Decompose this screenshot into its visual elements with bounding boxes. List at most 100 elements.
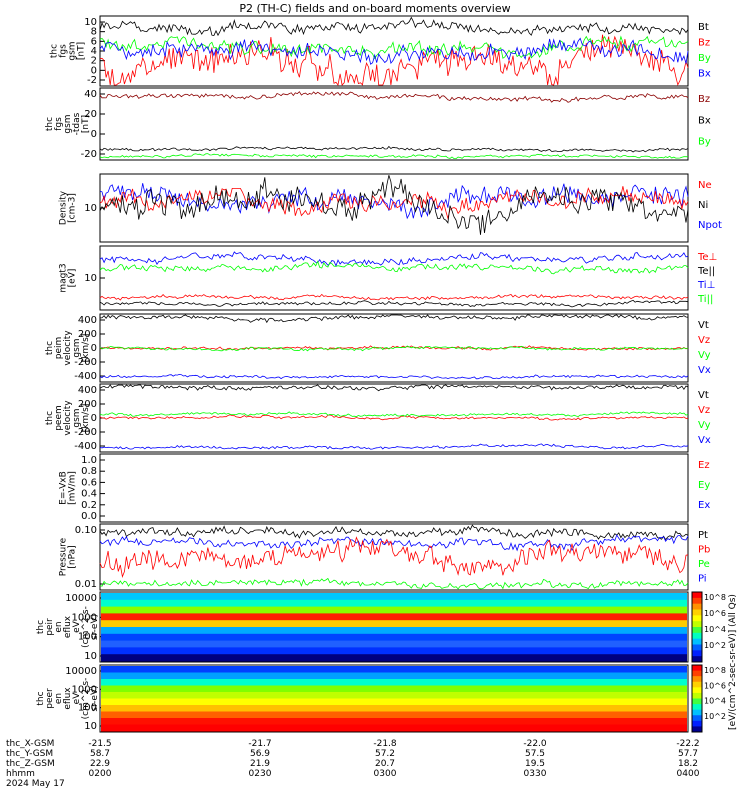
panel-frame-1 — [99, 87, 689, 161]
panel-1-ylabel-0: thc — [45, 117, 55, 131]
xaxis-row-3-value-2: 0300 — [374, 769, 397, 779]
panel-5-ylabel-4: [km/s] — [81, 404, 91, 433]
spectrogram-9-band-2 — [101, 679, 687, 686]
panel-0-ylabel-1: fgs — [59, 44, 69, 58]
panel-0-tick-2: 6 — [91, 36, 97, 47]
panel-1-tick-2: 0 — [91, 129, 97, 140]
panel-0-tick-6: -2 — [87, 75, 97, 86]
colorbar-lower-seg-0 — [692, 665, 702, 672]
xaxis-row-label-3: hhmm — [6, 769, 35, 779]
spectrogram-9-band-4 — [101, 692, 687, 699]
xaxis-row-1-value-2: 57.2 — [375, 749, 395, 759]
xaxis-row-1-value-0: 58.7 — [90, 749, 110, 759]
panel-4-tick-4: -400 — [74, 371, 97, 382]
panel-2-legend-Ni: Ni — [698, 200, 708, 211]
panel-4-ylabel-4: [km/s] — [81, 334, 91, 363]
xaxis-row-label-1: thc_Y-GSM — [6, 749, 53, 759]
panel-3-tick-0: 10 — [84, 273, 97, 284]
spectrogram-8-band-3 — [101, 613, 687, 621]
colorbar-upper-seg-10 — [692, 650, 702, 657]
xaxis-row-2-value-3: 19.5 — [525, 759, 545, 769]
panel-2-ylabel-1: [cm-3] — [68, 193, 78, 223]
panel-4-legend-Vz: Vz — [698, 335, 710, 346]
spectrogram-8-band-4 — [101, 620, 687, 628]
colorbar-lower-seg-3 — [692, 681, 702, 688]
panel-1-tick-1: 20 — [84, 109, 97, 120]
spectrogram-8-band-0 — [101, 593, 687, 601]
panel-8-ylabel-2: en — [54, 621, 64, 632]
panel-9-ylabel-2: en — [54, 693, 64, 704]
panel-frame-8 — [99, 591, 689, 663]
colorbar-lower-tick-2: 10^4 — [704, 697, 726, 706]
colorbar-lower-tick-0: 10^8 — [704, 666, 726, 675]
panel-8-ylabel-4: eV — [72, 620, 82, 633]
spectrogram-9-band-1 — [101, 672, 687, 680]
colorbar-lower-seg-7 — [692, 704, 702, 711]
panel-4-ylabel-3: gsm — [72, 338, 82, 357]
panel-5-ylabel-3: gsm — [72, 408, 82, 427]
spectrogram-8-band-2 — [101, 606, 687, 614]
panel-4-tick-1: 200 — [78, 329, 97, 340]
panel-1-series-1 — [99, 145, 689, 153]
colorbar-upper-tick-0: 10^8 — [704, 593, 726, 602]
panel-8-ylabel-6: sr-eV) — [90, 614, 100, 640]
colorbar-upper-tick-1: 10^6 — [704, 609, 726, 618]
xaxis-row-0-value-2: -21.8 — [373, 739, 397, 749]
panel-frame-7 — [99, 523, 689, 591]
panel-5-tick-1: 200 — [78, 399, 97, 410]
panel-0-series-0 — [99, 16, 689, 37]
panel-9-ylabel-3: eflux — [63, 687, 73, 710]
panel-frame-6 — [99, 453, 689, 523]
panel-3-legend-Ti||: Ti|| — [697, 294, 713, 305]
spectrogram-8-band-8 — [101, 647, 687, 655]
panel-0-ylabel-0: thc — [50, 44, 60, 58]
colorbar-upper-seg-8 — [692, 638, 702, 645]
panel-9-ylabel-6: sr-eV) — [90, 685, 100, 711]
colorbar-upper-tick-2: 10^4 — [704, 625, 726, 634]
panel-5-ylabel-0: thc — [45, 411, 55, 425]
panel-9-tick-2: 100 — [78, 703, 97, 714]
panel-3-ylabel-0: magt3 — [59, 263, 69, 292]
panel-8-ylabel-3: eflux — [63, 615, 73, 638]
panel-5-legend-Vx: Vx — [698, 435, 711, 446]
colorbar-upper-seg-7 — [692, 632, 702, 640]
xaxis-row-0-value-4: -22.2 — [676, 739, 699, 749]
panel-5-series-0 — [99, 384, 689, 392]
xaxis-row-3-value-4: 0400 — [677, 769, 700, 779]
panel-7-series-0 — [99, 524, 689, 541]
colorbar-upper-seg-5 — [692, 621, 702, 628]
panel-frame-3 — [99, 245, 689, 311]
panel-7-legend-Pt: Pt — [698, 530, 708, 541]
spectrogram-8-band-6 — [101, 633, 687, 642]
panel-3-legend-Te⊥: Te⊥ — [697, 252, 717, 263]
panel-0-legend-Bx: Bx — [698, 69, 711, 80]
panel-1-legend-Bx: Bx — [698, 115, 711, 126]
colorbar-lower-seg-5 — [692, 692, 702, 699]
panel-4-legend-Vx: Vx — [698, 365, 711, 376]
panel-6-legend-Ez: Ez — [698, 460, 710, 471]
chart-title: P2 (TH-C) fields and on-board moments ov… — [239, 2, 510, 15]
panel-8-tick-1: 1000 — [72, 612, 97, 623]
panel-6-legend-Ey: Ey — [698, 480, 710, 491]
panel-0-ylabel-2: gsm — [68, 41, 78, 60]
panel-8-ylabel-5: (cm^2-s- — [81, 606, 91, 648]
spectrogram-9-band-6 — [101, 705, 687, 712]
spectrogram-8-band-5 — [101, 627, 687, 635]
xaxis-row-label-0: thc_X-GSM — [6, 739, 54, 749]
spectrogram-8-band-9 — [101, 654, 687, 662]
xaxis-row-2-value-2: 20.7 — [375, 759, 395, 769]
panel-7-series-3 — [99, 577, 689, 590]
panel-3-series-0 — [99, 251, 689, 268]
colorbar-lower-seg-9 — [692, 715, 702, 722]
panel-3-series-2 — [99, 293, 689, 301]
panel-9-ylabel-5: (cm^2-s- — [81, 678, 91, 720]
panel-1-ylabel-2: gsm — [63, 114, 73, 133]
panel-3-legend-Ti⊥: Ti⊥ — [697, 280, 715, 291]
panel-4-tick-0: 400 — [78, 315, 97, 326]
panel-7-series-2 — [99, 536, 689, 579]
xaxis-row-2-value-4: 18.2 — [678, 759, 698, 769]
panel-8-tick-2: 100 — [78, 632, 97, 643]
panel-6-tick-5: 0.0 — [81, 511, 97, 522]
panel-4-series-2 — [99, 345, 689, 352]
